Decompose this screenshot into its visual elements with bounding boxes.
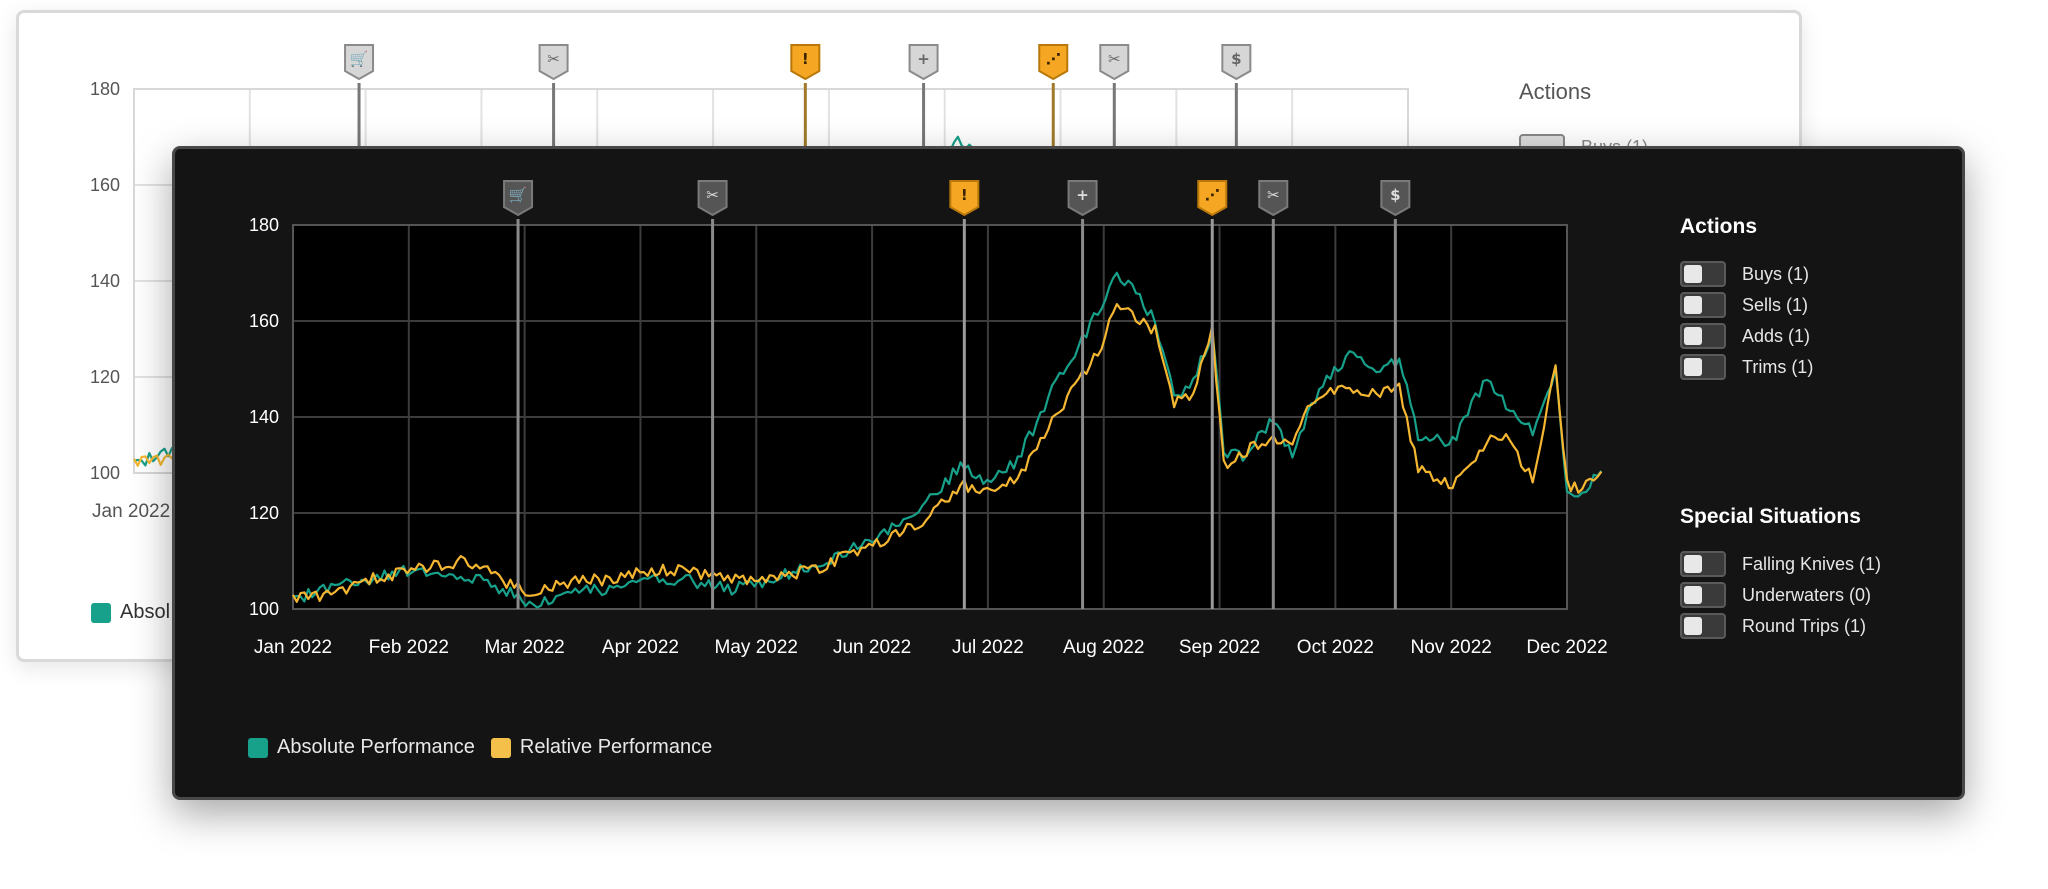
y-tick-label: 100 <box>90 463 120 483</box>
adds-toggle[interactable] <box>1680 323 1726 349</box>
toggle-label: Round Trips (1) <box>1742 615 1867 636</box>
dollar-icon: $ <box>1390 186 1400 204</box>
performance-chart-card: 100 120 140 160 180 Jan 2022 Feb 2022 Mar 2022 A… <box>172 146 1965 800</box>
scissors-icon: ✂ <box>1267 186 1280 204</box>
toggle-knob <box>1684 296 1702 314</box>
sells-toggle[interactable] <box>1680 292 1726 318</box>
toggle-knob <box>1684 327 1702 345</box>
legend-swatch-absolute <box>248 737 268 758</box>
series-line-absolute <box>292 271 1603 609</box>
performance-chart: 100 120 140 160 180 Jan 2022 Feb 2022 Mar 2022 A… <box>249 180 1608 658</box>
toggle-row-round[interactable]: Round Trips (1) <box>1680 612 1866 640</box>
x-tick-label: Mar 2022 <box>484 637 564 658</box>
x-tick-label: Jun 2022 <box>833 637 911 658</box>
y-tick-label: 160 <box>249 311 279 331</box>
background-actions-title: Actions <box>1519 79 1592 104</box>
y-tick-label: 160 <box>90 175 120 195</box>
plus-icon: + <box>1076 186 1089 204</box>
toggle-knob <box>1684 617 1702 635</box>
toggle-knob <box>1684 358 1702 376</box>
x-tick-label: Nov 2022 <box>1411 637 1492 658</box>
special-situations-title: Special Situations <box>1680 505 1861 528</box>
legend-label-absolute: Absolute Performance <box>277 736 475 758</box>
event-marker-flag <box>1197 180 1228 217</box>
background-legend: Absol <box>91 601 170 624</box>
toggle-knob <box>1684 265 1702 283</box>
x-tick-label: Jul 2022 <box>952 637 1024 658</box>
scissors-icon: ✂ <box>1108 50 1121 68</box>
exclamation-icon: ! <box>802 50 809 68</box>
event-marker-flag <box>1380 180 1411 217</box>
event-marker-flag <box>790 44 821 81</box>
x-tick-label: Apr 2022 <box>602 637 679 658</box>
event-marker-flag <box>1099 44 1130 81</box>
event-marker-flag <box>1038 44 1069 81</box>
scissors-icon: ✂ <box>547 50 560 68</box>
falling-toggle[interactable] <box>1680 551 1726 577</box>
toggle-knob <box>1684 555 1702 573</box>
event-marker-flag <box>908 44 939 81</box>
toggle-row-adds[interactable]: Adds (1) <box>1680 322 1810 350</box>
exclamation-icon: ! <box>961 186 968 204</box>
event-marker-flag <box>1221 44 1252 81</box>
buys-toggle[interactable] <box>1680 261 1726 287</box>
scissors-icon: ✂ <box>706 186 719 204</box>
falling-knife-icon: ⋰ <box>1205 186 1220 204</box>
toggle-label: Sells (1) <box>1742 294 1809 315</box>
toggle-label: Falling Knives (1) <box>1742 553 1882 574</box>
y-tick-label: 140 <box>90 271 120 291</box>
x-tick-label: Jan 2022 <box>254 637 332 658</box>
actions-title: Actions <box>1680 215 1758 238</box>
round-toggle[interactable] <box>1680 613 1726 639</box>
chart-legend: Absolute Performance Relative Performanc… <box>248 736 728 759</box>
plus-icon: + <box>917 50 930 68</box>
background-legend-swatch <box>91 602 111 623</box>
event-marker-flag <box>538 44 569 81</box>
toggle-row-falling[interactable]: Falling Knives (1) <box>1680 550 1881 578</box>
toggle-label: Underwaters (0) <box>1742 584 1872 605</box>
x-tick-label: Jan 2022 <box>92 501 170 522</box>
cart-icon: 🛒 <box>509 186 528 204</box>
event-marker-flag <box>344 44 375 81</box>
y-tick-label: 120 <box>90 367 120 387</box>
y-tick-label: 180 <box>90 79 120 99</box>
legend-label-relative: Relative Performance <box>519 736 713 758</box>
trims-toggle[interactable] <box>1680 354 1726 380</box>
legend-relative-performance[interactable]: Relative Performance <box>490 736 713 759</box>
legend-absolute-performance[interactable]: Absolute Performance <box>248 736 475 759</box>
event-marker-flag <box>949 180 980 217</box>
y-tick-label: 100 <box>249 599 279 619</box>
x-tick-label: Feb 2022 <box>369 637 449 658</box>
toggle-row-underwaters[interactable]: Underwaters (0) <box>1680 581 1871 609</box>
y-tick-label: 120 <box>249 503 279 523</box>
dollar-icon: $ <box>1231 50 1241 68</box>
cart-icon: 🛒 <box>350 50 369 68</box>
x-tick-label: May 2022 <box>715 637 798 658</box>
x-tick-label: Sep 2022 <box>1179 637 1260 658</box>
toggle-label: Adds (1) <box>1742 325 1811 346</box>
event-marker-flag <box>1067 180 1098 217</box>
series-line-relative <box>292 303 1603 603</box>
toggle-row-buys[interactable]: Buys (1) <box>1680 260 1809 288</box>
event-marker-flag <box>1258 180 1289 217</box>
x-tick-label: Oct 2022 <box>1297 637 1374 658</box>
y-tick-label: 180 <box>249 215 279 235</box>
plot-border <box>292 224 1568 610</box>
y-tick-label: 140 <box>249 407 279 427</box>
toggle-knob <box>1684 586 1702 604</box>
underwaters-toggle[interactable] <box>1680 582 1726 608</box>
toggle-label: Buys (1) <box>1742 263 1810 284</box>
toggle-row-trims[interactable]: Trims (1) <box>1680 353 1813 381</box>
falling-knife-icon: ⋰ <box>1046 50 1061 68</box>
background-legend-label: Absol <box>120 601 171 623</box>
event-marker-flag <box>697 180 728 217</box>
toggle-label: Trims (1) <box>1742 356 1814 377</box>
x-tick-label: Aug 2022 <box>1063 637 1144 658</box>
toggle-row-sells[interactable]: Sells (1) <box>1680 291 1808 319</box>
x-tick-label: Dec 2022 <box>1526 637 1607 658</box>
event-marker-flag <box>503 180 534 217</box>
background-side-panel: Actions Buys (1) <box>1519 79 1648 157</box>
legend-swatch-relative <box>490 737 511 758</box>
